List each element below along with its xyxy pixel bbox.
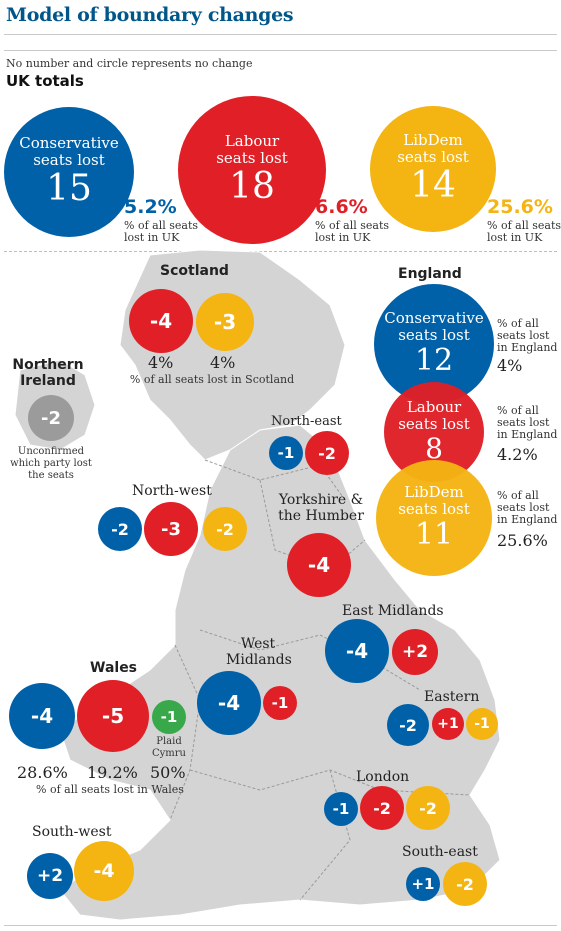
eastern-libdem-circle: -1 xyxy=(466,708,498,740)
page-title: Model of boundary changes xyxy=(6,4,294,26)
legend-note: No number and circle represents no chang… xyxy=(6,57,253,70)
england-libdem-bubble: LibDem seats lost 11 xyxy=(376,460,492,576)
uk-labour-value: 18 xyxy=(229,166,275,207)
uk-libdem-value: 14 xyxy=(410,165,456,206)
wales-caption: % of all seats lost in Wales xyxy=(36,783,184,796)
west-midlands-name-line2: Midlands xyxy=(226,652,292,668)
east-midlands-conservative-circle: -4 xyxy=(325,619,389,683)
uk-labour-caption: % of all seats lost in UK xyxy=(315,219,390,244)
ni-name-line1: Northern xyxy=(12,357,84,373)
plaid-label-line2: Cymru xyxy=(151,748,186,759)
north-west-labour-circle: -3 xyxy=(144,502,198,556)
west-midlands-conservative-circle: -4 xyxy=(197,671,261,735)
england-labour-value: 8 xyxy=(425,432,443,465)
region-label-eastern: Eastern xyxy=(424,689,480,705)
wales-labour-pct: 19.2% xyxy=(87,763,138,782)
region-label-london: London xyxy=(356,769,410,785)
region-label-north-east: North-east xyxy=(271,414,342,429)
east-midlands-labour-circle: +2 xyxy=(392,629,438,675)
eastern-labour-circle: +1 xyxy=(432,708,464,740)
wales-conservative-circle: -4 xyxy=(9,683,75,749)
uk-conservative-pct: 5.2% xyxy=(124,196,177,218)
region-border-midlands xyxy=(199,629,421,691)
yorkshire-name-line2: the Humber xyxy=(278,508,364,524)
london-labour-circle: -2 xyxy=(360,786,404,830)
eastern-conservative-circle: -2 xyxy=(387,704,429,746)
north-west-libdem-circle: -2 xyxy=(203,507,247,551)
scotland-labour-pct: 4% xyxy=(148,353,174,372)
south-west-libdem-circle: -4 xyxy=(74,841,134,901)
region-label-north-west: North-west xyxy=(132,483,212,499)
england-libdem-label: LibDem seats lost xyxy=(398,483,470,518)
region-label-yorkshire: Yorkshire & the Humber xyxy=(274,492,368,524)
england-conservative-label: Conservative seats lost xyxy=(384,309,484,344)
region-label-east-midlands: East Midlands xyxy=(342,603,444,619)
wales-plaid-pct: 50% xyxy=(150,763,186,782)
wales-labour-circle: -5 xyxy=(77,680,149,752)
region-border-wales xyxy=(169,644,201,821)
north-east-labour-circle: -2 xyxy=(305,431,349,475)
ni-name-line2: Ireland xyxy=(20,373,76,389)
north-west-conservative-circle: -2 xyxy=(98,507,142,551)
england-conservative-pct: 4% xyxy=(497,356,523,375)
header-divider xyxy=(4,50,557,51)
uk-conservative-value: 15 xyxy=(46,168,92,209)
uk-conservative-bubble: Conservative seats lost 15 xyxy=(4,107,134,237)
uk-conservative-label: Conservative seats lost xyxy=(19,134,119,169)
wales-plaid-circle: -1 xyxy=(152,700,186,734)
england-labour-pct: 4.2% xyxy=(497,445,538,464)
uk-labour-bubble: Labour seats lost 18 xyxy=(178,96,326,244)
uk-libdem-label: LibDem seats lost xyxy=(397,131,469,166)
scotland-caption: % of all seats lost in Scotland xyxy=(129,373,295,386)
england-libdem-pct: 25.6% xyxy=(497,531,548,550)
england-labour-label: Labour seats lost xyxy=(398,398,470,433)
south-east-libdem-circle: -2 xyxy=(443,862,487,906)
west-midlands-name-line1: West xyxy=(240,636,276,652)
uk-libdem-bubble: LibDem seats lost 14 xyxy=(370,106,496,232)
scotland-libdem-circle: -3 xyxy=(196,293,254,351)
plaid-label-line1: Plaid xyxy=(156,736,182,747)
region-label-west-midlands: West Midlands xyxy=(226,636,292,668)
england-labour-caption: % of all seats lost in England xyxy=(497,404,558,441)
uk-labour-pct: 6.6% xyxy=(315,196,368,218)
wales-plaid-label: Plaid Cymru xyxy=(148,736,190,760)
england-libdem-caption: % of all seats lost in England xyxy=(497,489,558,526)
uk-conservative-caption: % of all seats lost in UK xyxy=(124,219,199,244)
region-label-south-east: South-east xyxy=(402,844,478,860)
yorkshire-labour-circle: -4 xyxy=(287,533,351,597)
uk-labour-label: Labour seats lost xyxy=(216,132,288,167)
section-divider xyxy=(4,251,557,252)
yorkshire-name-line1: Yorkshire & xyxy=(278,492,364,508)
footer-divider xyxy=(4,925,557,926)
uk-libdem-caption: % of all seats lost in UK xyxy=(487,219,561,244)
south-east-conservative-circle: +1 xyxy=(406,867,440,901)
england-labour-bubble: Labour seats lost 8 xyxy=(384,382,484,482)
uk-libdem-pct: 25.6% xyxy=(487,196,553,218)
london-conservative-circle: -1 xyxy=(324,792,358,826)
uk-totals-heading: UK totals xyxy=(6,72,84,90)
region-label-wales: Wales xyxy=(90,660,138,676)
england-conservative-value: 12 xyxy=(414,343,454,378)
region-label-northern-ireland: Northern Ireland xyxy=(10,357,86,389)
england-conservative-caption: % of all seats lost in England xyxy=(497,317,558,354)
wales-conservative-pct: 28.6% xyxy=(17,763,68,782)
region-border-north xyxy=(204,459,346,501)
region-label-south-west: South-west xyxy=(32,824,112,840)
title-divider xyxy=(4,34,557,35)
west-midlands-labour-circle: -1 xyxy=(263,686,297,720)
region-label-scotland: Scotland xyxy=(160,263,229,279)
scotland-libdem-pct: 4% xyxy=(210,353,236,372)
northern-ireland-unconfirmed-circle: -2 xyxy=(28,395,74,441)
north-east-conservative-circle: -1 xyxy=(269,436,303,470)
northern-ireland-note: Unconfirmed which party lost the seats xyxy=(10,446,92,481)
region-border-london xyxy=(299,769,351,901)
scotland-labour-circle: -4 xyxy=(129,289,193,353)
region-label-england: England xyxy=(398,266,462,282)
england-libdem-value: 11 xyxy=(414,517,454,552)
london-libdem-circle: -2 xyxy=(406,786,450,830)
south-west-conservative-circle: +2 xyxy=(27,853,73,899)
